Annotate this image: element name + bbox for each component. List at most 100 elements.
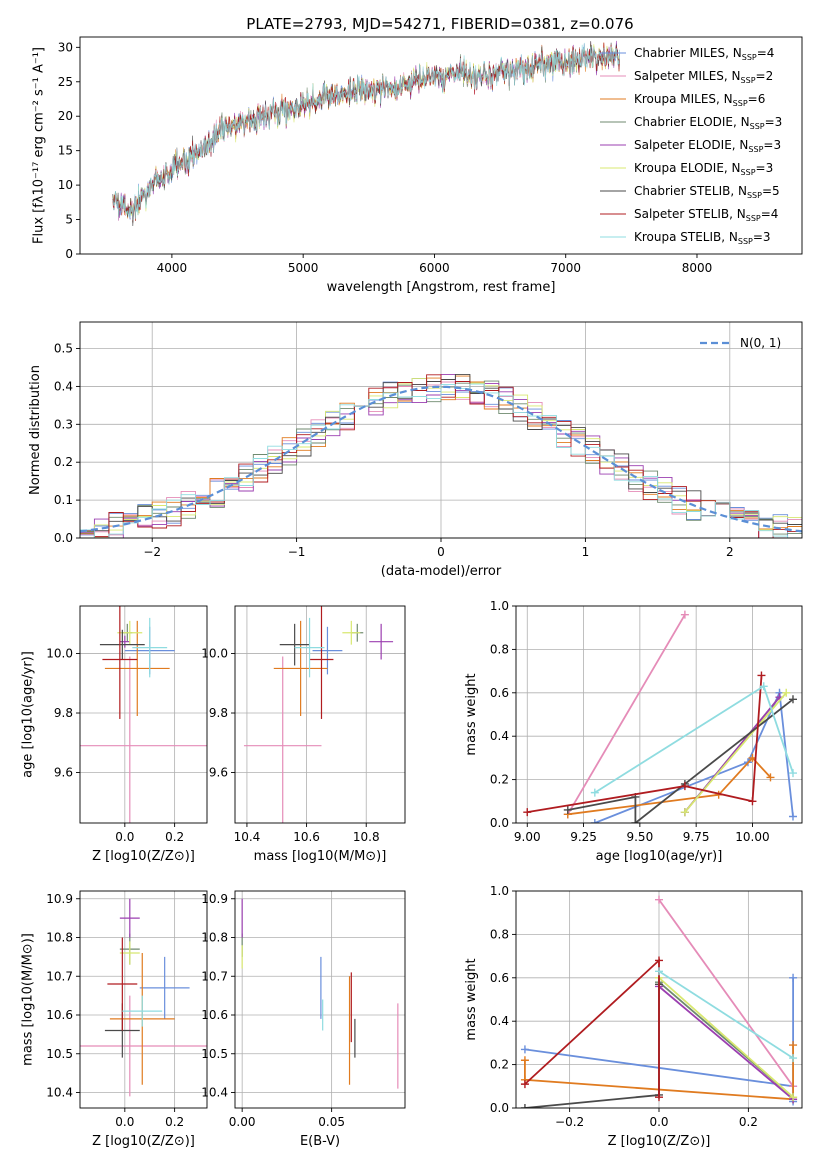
x-axis-label: (data-model)/error: [381, 564, 502, 579]
weight-marker: [748, 797, 757, 806]
weight-marker: [655, 967, 663, 976]
y-tick-label: 25: [58, 75, 73, 89]
weight-marker: [759, 682, 768, 691]
legend-entry: Kroupa MILES, NSSP=6: [634, 92, 765, 108]
chart-mass_vs_Z: 0.0 0.2 10.4 10.5 10.6 10.7 10.8 10.9 Z [log10(Z…: [20, 890, 208, 1149]
y-tick-label: 10.4: [201, 1086, 228, 1100]
figure-title: PLATE=2793, MJD=54271, FIBERID=0381, z=0…: [246, 15, 633, 33]
y-tick-label: 0.2: [490, 1058, 509, 1072]
x-axis-label: Z [log10(Z/Z⊙)]: [92, 1134, 195, 1149]
errorbar-salpeter-miles: [80, 995, 207, 1097]
y-tick-label: 0.0: [54, 531, 73, 545]
errorbar-salpeter-miles: [80, 656, 207, 823]
histogram-salpeter-elodie: [80, 373, 802, 538]
y-axis-label: Flux [fλ10⁻¹⁷ erg cm⁻² s⁻¹ A⁻¹]: [32, 47, 47, 244]
x-tick-label: 0.05: [318, 1115, 345, 1129]
y-tick-label: 0.4: [54, 379, 73, 393]
plot-area-residuals: [80, 373, 802, 538]
x-tick-label: 2: [726, 545, 734, 559]
weight-marker: [520, 1056, 529, 1065]
axes-spectrum: 4000 5000 6000 7000 8000 0 5 10 15 20 25 30 waveleng…: [32, 36, 803, 295]
x-tick-label: 8000: [682, 261, 713, 275]
weight-line: [527, 675, 763, 813]
weight-marker: [788, 812, 797, 821]
x-tick-label: −2: [143, 545, 161, 559]
spectrum-line-kroupa-stelib: [112, 42, 620, 221]
weight-marker: [520, 1104, 529, 1108]
x-axis-label: E(B-V): [300, 1134, 340, 1149]
errorbar-salpeter-stelib: [309, 606, 334, 719]
weight-marker: [631, 819, 640, 823]
axes-age_vs_Z: 0.0 0.2 9.6 9.8 10.0 Z [log10(Z/Z⊙)] age [log1…: [20, 605, 208, 864]
weight-marker: [680, 808, 689, 817]
legend-entry: Salpeter MILES, NSSP=2: [634, 69, 773, 85]
y-tick-label: 0.1: [54, 493, 73, 507]
x-tick-label: 0.00: [229, 1115, 256, 1129]
weight-marker: [655, 1093, 663, 1102]
weight-line: [524, 984, 660, 1108]
x-tick-label: 0: [437, 545, 445, 559]
errorbar-salpeter-elodie: [119, 635, 130, 648]
weight-marker: [757, 671, 766, 680]
x-tick-label: 9.00: [514, 830, 541, 844]
y-tick-label: 10.5: [201, 1047, 228, 1061]
x-tick-label: −0.2: [555, 1115, 584, 1129]
errorbar-salpeter-stelib: [102, 606, 138, 719]
x-tick-label: 0.0: [115, 1115, 134, 1129]
x-tick-label: 9.25: [570, 830, 597, 844]
y-axis-label: age [log10(age/yr)]: [20, 651, 35, 778]
y-tick-label: 10.0: [46, 647, 73, 661]
weight-marker: [789, 1093, 798, 1102]
errorbar-chabrier-stelib: [279, 623, 310, 666]
weight-line: [524, 958, 660, 1098]
axes-age_vs_mass: 10.4 10.6 10.8 9.6 9.8 10.0 mass [log10(M/M⊙)]: [201, 605, 406, 864]
weight-series-salpeter-elodie: [655, 982, 798, 1104]
y-tick-label: 10.0: [201, 647, 228, 661]
errorbar-kroupa-miles: [104, 620, 170, 716]
x-tick-label: 0.0: [649, 1115, 668, 1129]
y-tick-label: 10.6: [46, 1008, 73, 1022]
errorbar-chabrier-miles: [312, 626, 343, 675]
y-tick-label: 1.0: [490, 599, 509, 613]
weight-marker: [789, 1054, 798, 1063]
legend-entry: Salpeter STELIB, NSSP=4: [634, 207, 778, 223]
weight-marker: [563, 805, 572, 814]
legend: Chabrier MILES, NSSP=4 Salpeter MILES, NS…: [600, 46, 782, 246]
x-tick-label: 6000: [419, 261, 450, 275]
errorbar-salpeter-stelib: [107, 937, 138, 1031]
chart-weight_vs_Z: −0.2 0.0 0.2 0.0 0.2 0.4 0.6 0.8 1.0 Z [log10(Z/Z…: [464, 884, 803, 1149]
y-tick-label: 1.0: [490, 884, 509, 898]
x-tick-label: 0.2: [739, 1115, 758, 1129]
weight-series-kroupa-stelib: [590, 682, 797, 797]
errorbar-salpeter-miles: [243, 656, 322, 823]
y-tick-label: 10.8: [201, 931, 228, 945]
legend-entry: Chabrier ELODIE, NSSP=3: [634, 115, 782, 131]
weight-line: [684, 692, 787, 813]
errorbar-chabrier-stelib: [99, 629, 145, 660]
y-tick-label: 20: [58, 109, 73, 123]
weight-series-chabrier-miles: [590, 688, 797, 823]
x-tick-label: 0.2: [165, 830, 184, 844]
y-tick-label: 0.2: [490, 773, 509, 787]
y-tick-label: 15: [58, 144, 73, 158]
weight-marker: [655, 895, 663, 904]
y-tick-label: 0.4: [490, 729, 509, 743]
chart-age_vs_Z: 0.0 0.2 9.6 9.8 10.0 Z [log10(Z/Z⊙)] age [log1…: [20, 605, 208, 864]
axes-residuals: −2 −1 0 1 2 0.0 0.1 0.2 0.3 0.4 0.5 (data-model)/er…: [28, 321, 803, 579]
x-tick-label: 4000: [157, 261, 188, 275]
errorbar-kroupa-elodie: [342, 620, 361, 645]
legend-entry: Kroupa STELIB, NSSP=3: [634, 230, 771, 246]
y-tick-label: 10.7: [201, 969, 228, 983]
y-tick-label: 10.7: [46, 969, 73, 983]
chart-mass_vs_ebv: 0.00 0.05 10.4 10.5 10.6 10.7 10.8 10.9 E(B-V): [201, 890, 406, 1149]
y-tick-label: 9.8: [209, 706, 228, 720]
x-tick-label: 0.2: [165, 1115, 184, 1129]
weight-series-kroupa-elodie: [680, 688, 791, 817]
gaussian-curve: [80, 385, 802, 533]
y-axis-label: Normed distribution: [28, 365, 43, 495]
weight-line: [658, 970, 794, 1059]
y-tick-label: 0.8: [490, 642, 509, 656]
plot-area-age_vs_mass: [243, 606, 394, 823]
plot-area-mass_vs_ebv: [241, 898, 399, 1089]
